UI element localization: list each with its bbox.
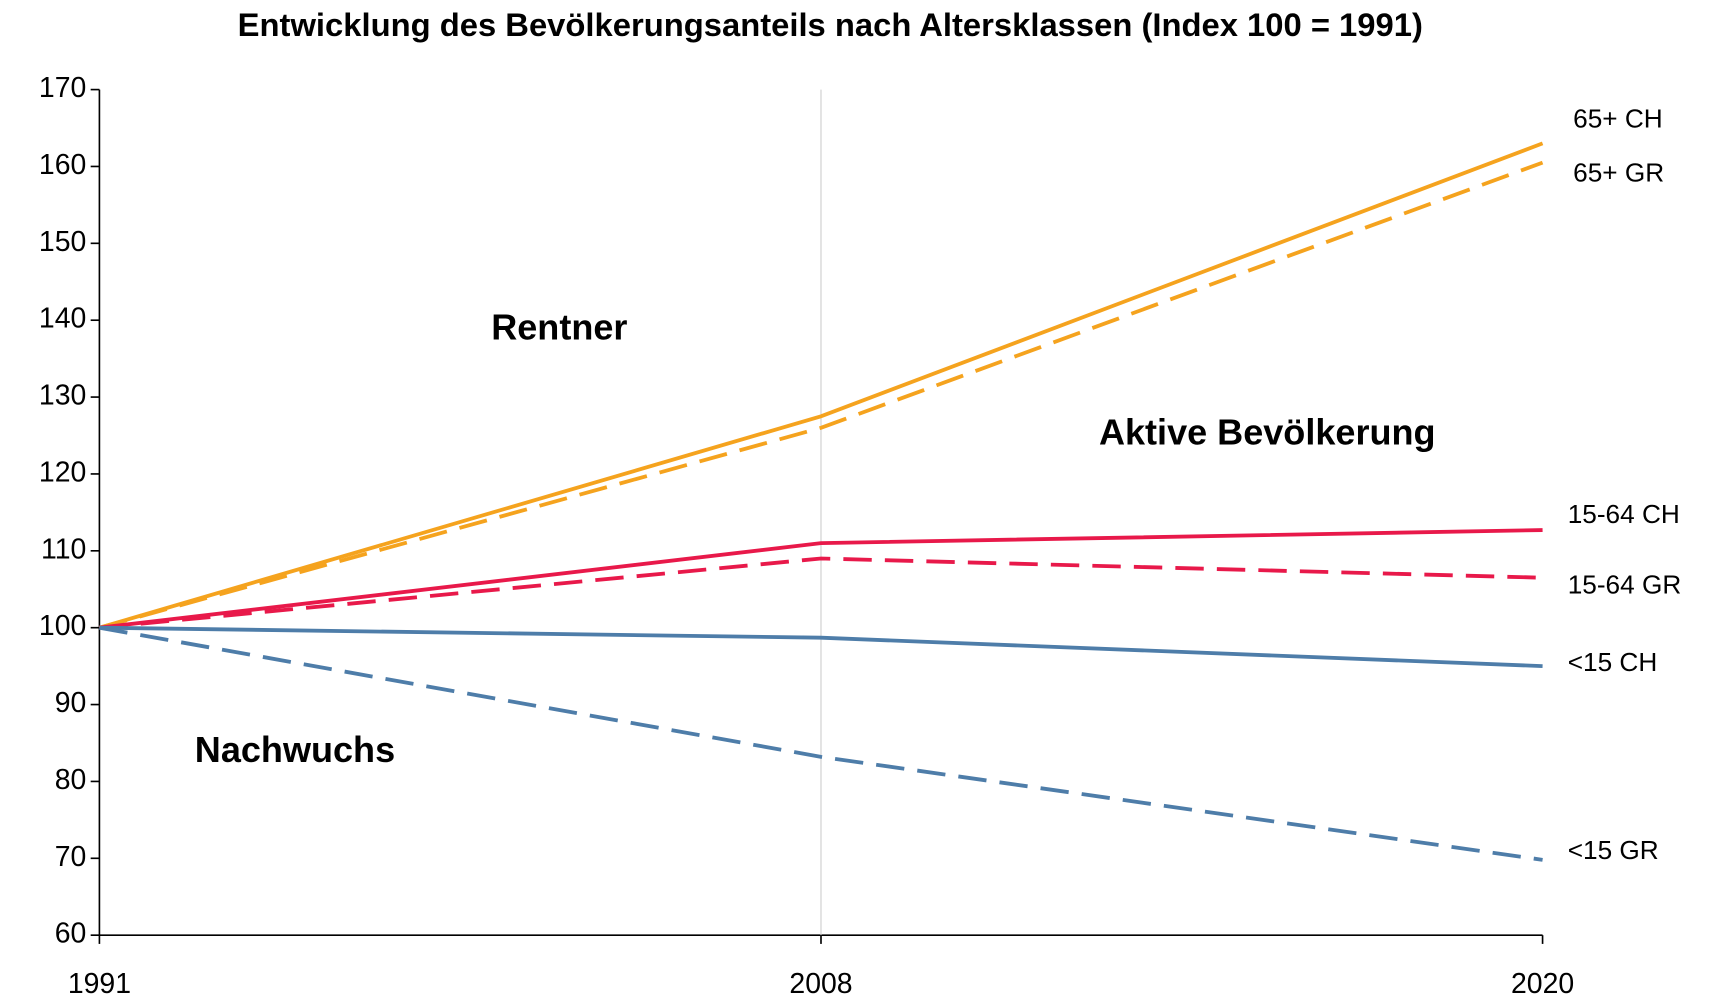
y-tick-label: 160 (39, 149, 86, 181)
y-tick-label: 170 (39, 72, 86, 104)
annotation: Aktive Bevölkerung (1099, 411, 1436, 452)
y-tick-label: 110 (41, 533, 86, 565)
y-tick-label: 140 (39, 303, 86, 335)
x-tick-label: 2020 (1511, 968, 1574, 1000)
series-label: 15-64 GR (1568, 569, 1682, 599)
series-label: <15 GR (1568, 835, 1659, 865)
series-line (99, 625, 1543, 862)
series-line (99, 625, 1543, 669)
series-label: 65+ GR (1573, 158, 1664, 188)
y-tick-label: 60 (55, 918, 87, 950)
series-line (98, 141, 1544, 630)
y-tick-label: 80 (55, 764, 87, 796)
annotation: Nachwuchs (195, 729, 395, 770)
y-tick-label: 70 (55, 841, 87, 873)
y-tick-label: 130 (39, 380, 86, 412)
series-line (99, 556, 1543, 630)
series-label: 65+ CH (1573, 103, 1663, 133)
x-tick-label: 1991 (68, 968, 131, 1000)
y-tick-label: 90 (55, 687, 87, 719)
annotation: Rentner (491, 306, 627, 347)
series-label: <15 CH (1568, 647, 1658, 677)
y-tick-label: 150 (39, 226, 86, 258)
x-tick-label: 2008 (789, 968, 852, 1000)
y-tick-label: 100 (39, 610, 86, 642)
y-tick-label: 120 (39, 456, 86, 488)
chart-title: Entwicklung des Bevölkerungsanteils nach… (238, 6, 1423, 43)
series-line (98, 160, 1544, 630)
series-label: 15-64 CH (1568, 499, 1680, 529)
series-line (99, 528, 1543, 630)
